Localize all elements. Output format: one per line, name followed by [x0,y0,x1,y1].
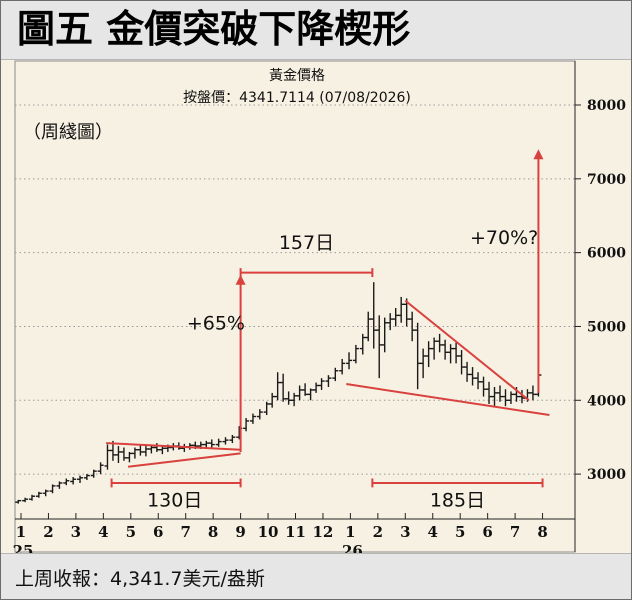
year-label: 25 [13,542,34,553]
ohlc-bar [35,491,42,498]
arrow-head [235,274,246,285]
y-tick-label: 8000 [587,98,626,114]
ohlc-bar [332,367,339,382]
annotations: 157日 +65% 130日 185日 +70%? [147,227,538,512]
ohlc-bar [352,344,359,364]
ohlc-bar [222,437,229,445]
ohlc-bar [208,439,215,448]
arrow-head [533,149,544,160]
ohlc-bar [90,469,97,478]
ohlc-bar [63,478,70,486]
annotation-label: 130日 [147,490,202,512]
ohlc-bar [318,378,325,390]
ohlc-bar [339,358,346,375]
measure-line [110,478,242,488]
x-tick-label: 8 [208,523,218,541]
title-bar: 圖五 金價突破下降楔形 [1,1,631,60]
ohlc-bar [49,484,56,494]
x-tick-label: 7 [180,523,190,541]
x-tick-label: 8 [537,523,547,541]
chart-subtitle: 按盤價：4341.7114 (07/08/2026) [183,89,411,106]
plot-frame [14,60,576,553]
x-tick-label: 9 [235,523,245,541]
price-bars [15,282,542,504]
ohlc-bar [243,417,250,432]
figure-title: 圖五 金價突破下降楔形 [17,6,411,51]
ohlc-bar [56,481,63,489]
x-tick-label: 4 [98,523,108,541]
x-tick-label: 12 [313,523,334,541]
y-tick-label: 5000 [587,319,626,335]
x-tick-label: 2 [43,523,53,541]
ohlc-bar [256,409,263,420]
measure-line [371,478,544,488]
y-tick-label: 3000 [587,467,626,483]
x-tick-label: 5 [126,523,136,541]
x-tick-label: 10 [258,523,279,541]
y-tick-label: 4000 [587,393,626,409]
ohlc-bar [325,375,332,387]
pattern-line [404,299,530,402]
pattern-line [106,442,241,451]
grid-layer [15,104,575,475]
ohlc-bar [249,413,256,424]
footer-bar: 上周收報：4,341.7美元/盎斯 [1,553,631,599]
annotation-label: +65% [187,312,245,334]
annotation-label: 157日 [279,232,334,254]
x-tick-label: 6 [153,523,163,541]
x-tick-label: 4 [428,523,438,541]
x-tick-label: 5 [455,523,465,541]
x-tick-label: 1 [16,523,26,541]
annotation-label: +70%? [470,227,538,249]
ohlc-bar [28,494,35,501]
ohlc-bar [229,434,236,444]
ohlc-bar [15,499,22,504]
ohlc-bar [77,475,84,483]
pattern-lines [106,299,550,468]
measure-lines [110,268,544,488]
y-axis: 3000 4000 5000 6000 7000 8000 [574,61,626,552]
chart-title: 黃金價格 [269,67,325,84]
x-tick-label: 6 [482,523,492,541]
ohlc-bar [346,352,353,370]
x-tick-label: 2 [373,523,383,541]
target-arrows [235,149,544,452]
x-tick-label: 1 [345,523,355,541]
y-tick-label: 6000 [587,246,626,262]
pattern-line [127,452,241,468]
period-label: （周綫圖） [23,122,113,143]
ohlc-bar [42,489,49,497]
annotation-label: 185日 [430,490,485,512]
ohlc-bar [70,477,77,485]
ohlc-bar [215,438,222,447]
ohlc-bar [83,474,90,480]
closing-price-note: 上周收報：4,341.7美元/盎斯 [15,568,265,590]
x-axis: 1 2 3 4 5 6 7 8 9 10 11 12 1 2 3 4 5 6 7 825 26 [13,513,575,553]
x-tick-label: 3 [400,523,410,541]
year-label: 26 [342,542,363,553]
x-tick-label: 3 [71,523,81,541]
target-arrow [533,149,544,393]
chart-canvas: 黃金價格 按盤價：4341.7114 (07/08/2026) （周綫圖） 15… [13,60,626,553]
pattern-line [346,383,550,417]
x-tick-label: 11 [285,523,306,541]
ohlc-bar [97,462,104,475]
target-arrow [235,274,246,452]
y-tick-label: 7000 [587,172,626,188]
x-tick-label: 7 [510,523,520,541]
ohlc-bar [22,497,29,503]
